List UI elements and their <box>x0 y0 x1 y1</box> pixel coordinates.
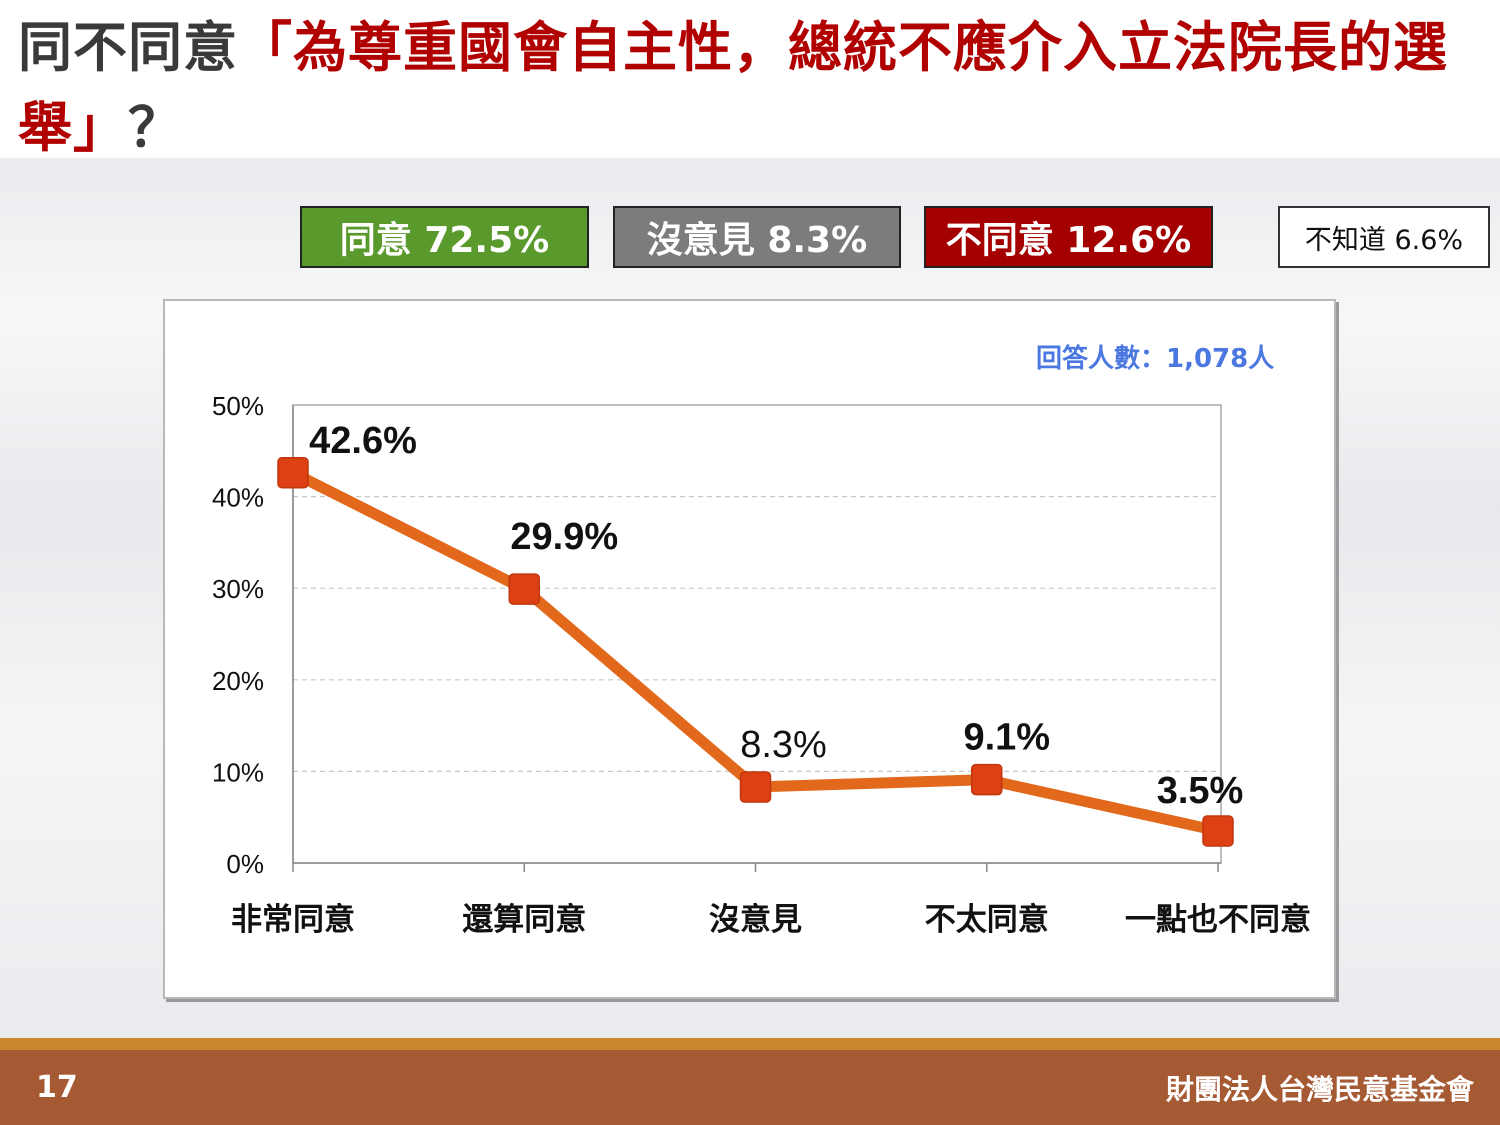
data-label: 42.6% <box>309 420 417 462</box>
respondent-count: 回答人數：1,078人 <box>1036 344 1275 374</box>
y-tick-label: 30% <box>212 574 264 604</box>
data-label: 3.5% <box>1157 770 1244 812</box>
y-tick-label: 10% <box>212 757 264 787</box>
chart-frame <box>163 299 1336 999</box>
x-category-label: 還算同意 <box>462 902 586 938</box>
summary-no-opinion-box: 沒意見 8.3% <box>613 206 901 268</box>
slide-title: 同不同意「為尊重國會自主性，總統不應介入立法院長的選舉」？ <box>18 8 1478 168</box>
title-suffix: ？ <box>128 96 183 159</box>
data-point-marker <box>508 573 540 605</box>
data-point-marker <box>277 457 309 489</box>
x-category-label: 沒意見 <box>709 902 802 938</box>
footer-accent-line <box>0 1038 1500 1050</box>
summary-dont-know-box: 不知道 6.6% <box>1278 206 1490 268</box>
y-tick-label: 0% <box>226 849 264 879</box>
summary-disagree-box: 不同意 12.6% <box>924 206 1213 268</box>
y-tick-label: 40% <box>212 483 264 513</box>
data-label: 9.1% <box>963 717 1050 759</box>
x-category-label: 非常同意 <box>231 902 355 938</box>
data-point-marker <box>971 763 1003 796</box>
data-point-marker <box>1202 815 1234 847</box>
y-tick-label: 50% <box>212 391 264 421</box>
footer-bar <box>0 1050 1500 1125</box>
data-label: 29.9% <box>510 516 618 558</box>
organization-name: 財團法人台灣民意基金會 <box>1165 1073 1474 1106</box>
x-category-label: 一點也不同意 <box>1125 902 1311 938</box>
x-category-label: 不太同意 <box>925 902 1049 938</box>
summary-agree-box: 同意 72.5% <box>300 206 589 268</box>
title-prefix: 同不同意 <box>18 16 238 79</box>
title-question: 「為尊重國會自主性，總統不應介入立法院長的選舉」 <box>18 16 1448 159</box>
data-point-marker <box>739 771 772 803</box>
page-number: 17 <box>36 1070 78 1105</box>
y-tick-label: 20% <box>212 666 264 696</box>
data-label: 8.3% <box>740 724 827 766</box>
